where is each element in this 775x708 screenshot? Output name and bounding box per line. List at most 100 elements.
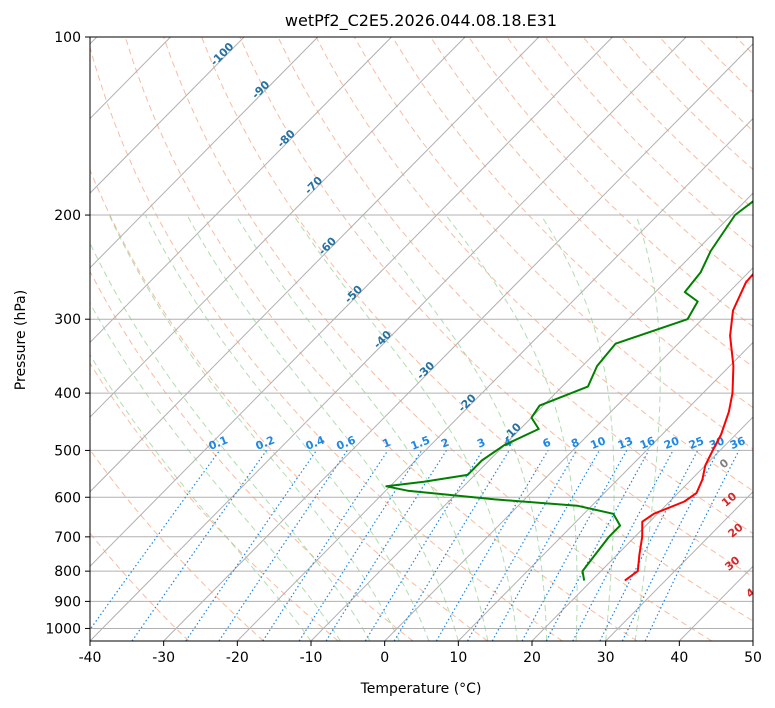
dry-adiabat xyxy=(163,37,712,641)
isotherm xyxy=(90,37,613,568)
moist-adiabat xyxy=(90,302,341,641)
x-tick-label: 20 xyxy=(523,650,541,666)
y-tick-label: 500 xyxy=(54,443,81,459)
x-tick-label: -10 xyxy=(300,650,323,666)
x-axis: -40 -30 -20 -10 0 10 20 30 40 50 xyxy=(79,641,762,666)
mixing-ratio-line xyxy=(90,450,221,631)
isotherm-label: -60 xyxy=(316,234,339,257)
profile-lines xyxy=(385,200,753,582)
dry-adiabat xyxy=(277,37,753,535)
moist-adiabat xyxy=(90,353,312,641)
dry-adiabat xyxy=(90,45,563,641)
mixing-ratio-line xyxy=(218,450,348,641)
y-tick-label: 700 xyxy=(54,530,81,546)
mixing-ratio-line xyxy=(364,450,484,641)
dry-adiabat xyxy=(697,37,753,94)
isotherm-label: -100 xyxy=(208,40,237,69)
mixing-ratio-line xyxy=(521,450,628,641)
y-tick-label: 800 xyxy=(54,564,81,580)
isotherm xyxy=(90,37,392,344)
isotherm xyxy=(90,37,687,641)
moist-adiabat xyxy=(540,214,615,641)
dry-adiabat xyxy=(90,168,488,641)
moist-adiabat xyxy=(634,214,661,641)
mixing-ratio-line xyxy=(325,450,447,641)
dry-adiabat xyxy=(735,37,753,55)
moist-adiabat xyxy=(235,214,489,641)
dry-adiabat-label: 20 xyxy=(726,520,746,540)
dry-adiabat-label: 0 xyxy=(717,456,731,471)
isotherm xyxy=(90,37,319,269)
isotherm xyxy=(90,37,466,418)
moist-adiabat xyxy=(445,214,578,641)
dry-adiabat xyxy=(124,37,638,641)
dry-adiabat xyxy=(239,37,753,578)
mixing-ratio-label: 36 xyxy=(728,434,747,452)
mixing-ratio-line xyxy=(491,450,600,641)
mixing-ratio-label: 8 xyxy=(569,436,581,451)
y-tick-label: 900 xyxy=(54,594,81,610)
mixing-ratio-label: 10 xyxy=(589,434,608,452)
mixing-ratio-line xyxy=(131,450,267,641)
isotherm xyxy=(752,640,753,641)
isotherm xyxy=(90,37,245,194)
mixing-ratio-label: 25 xyxy=(687,434,706,452)
y-tick-label: 400 xyxy=(54,386,81,402)
mixing-ratio-line xyxy=(572,450,674,641)
mixing-ratio-line xyxy=(262,450,389,641)
dry-adiabat xyxy=(90,448,264,641)
mixing-ratio-label: 3 xyxy=(475,436,487,451)
y-tick-label: 300 xyxy=(54,312,81,328)
background-lines xyxy=(90,37,753,641)
isotherm-label: -80 xyxy=(275,127,298,150)
x-tick-label: -20 xyxy=(226,650,249,666)
moist-adiabat xyxy=(108,214,400,641)
isotherm xyxy=(236,117,753,641)
dry-adiabat xyxy=(353,37,753,450)
dry-adiabat xyxy=(544,37,753,249)
x-tick-label: 0 xyxy=(380,650,389,666)
mixing-ratio-line xyxy=(545,450,650,641)
dry-adiabat-label: 10 xyxy=(719,489,739,509)
isotherm xyxy=(678,565,753,641)
mixing-ratio-line xyxy=(393,450,510,641)
isotherm xyxy=(457,341,753,641)
x-tick-label: 50 xyxy=(744,650,762,666)
moist-adiabat xyxy=(362,214,548,641)
dry-adiabat xyxy=(621,37,753,171)
dry-adiabat xyxy=(659,37,753,132)
dry-adiabat xyxy=(391,37,753,409)
x-tick-label: -30 xyxy=(152,650,175,666)
isotherm xyxy=(384,267,753,641)
isotherm xyxy=(531,416,753,641)
moist-adiabat xyxy=(186,214,459,641)
isotherm-label: -50 xyxy=(342,283,365,306)
isotherm-label: -20 xyxy=(456,391,479,414)
dry-adiabat-label: 30 xyxy=(722,553,742,573)
y-tick-label: 1000 xyxy=(45,621,81,637)
mixing-ratio-label: 13 xyxy=(616,434,635,452)
mixing-ratio-line xyxy=(298,450,423,641)
isotherm xyxy=(90,37,540,493)
isotherm xyxy=(310,192,753,641)
chart-title: wetPf2_C2E5.2026.044.08.18.E31 xyxy=(285,11,557,31)
isotherm-label: -70 xyxy=(302,174,325,197)
mixing-ratio-line xyxy=(185,450,317,641)
x-tick-label: 40 xyxy=(670,650,688,666)
isotherm xyxy=(163,43,753,641)
dry-adiabat xyxy=(506,37,753,288)
mixing-ratio-label: 6 xyxy=(541,436,553,451)
mixing-ratio-line xyxy=(599,450,699,641)
mixing-ratio-label: 20 xyxy=(662,434,681,452)
mixing-ratio-label: 16 xyxy=(638,434,657,452)
dry-adiabat xyxy=(90,270,414,641)
isotherm-label: -40 xyxy=(371,328,394,351)
temperature-line xyxy=(624,272,753,582)
isotherm xyxy=(605,491,753,641)
y-tick-label: 600 xyxy=(54,490,81,506)
dry-adiabat-label: 40 xyxy=(744,580,764,600)
y-tick-label: 200 xyxy=(54,208,81,224)
mixing-ratio-label: 2 xyxy=(439,436,451,451)
dry-adiabat xyxy=(90,362,339,641)
